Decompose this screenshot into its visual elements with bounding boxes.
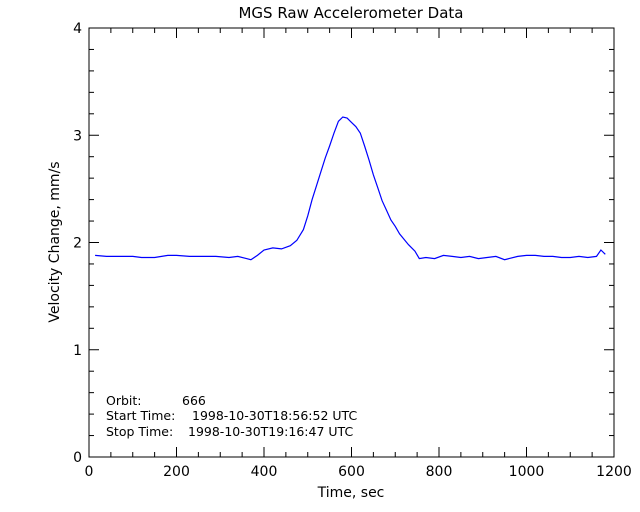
y-tick-label: 0 [73,450,82,466]
y-tick-label: 1 [73,343,82,359]
y-tick-label: 2 [73,236,82,252]
orbit-label: Orbit: [106,393,142,408]
plot-frame [88,27,615,458]
series-line [95,116,606,261]
x-tick-label: 400 [251,464,278,480]
start-label: Start Time: [106,408,175,423]
x-tick-labels: 0 200 400 600 800 1000 1200 [85,464,632,480]
stop-label: Stop Time: [106,424,173,439]
stop-value: 1998-10-30T19:16:47 UTC [188,424,353,439]
x-tick-label: 0 [85,464,94,480]
x-tick-label: 800 [426,464,453,480]
x-tick-label: 1200 [596,464,632,480]
x-axis-label: Time, sec [317,485,385,501]
annotation-block: Orbit: 666 Start Time: 1998-10-30T18:56:… [106,393,357,439]
ticks [88,28,615,458]
x-tick-label: 600 [338,464,365,480]
y-axis-label: Velocity Change, mm/s [47,161,63,322]
y-tick-label: 4 [73,21,82,37]
orbit-value: 666 [182,393,206,408]
y-tick-label: 3 [73,128,82,144]
chart-title: MGS Raw Accelerometer Data [238,4,463,22]
x-tick-label: 1000 [509,464,545,480]
x-tick-label: 200 [163,464,190,480]
start-value: 1998-10-30T18:56:52 UTC [192,408,357,423]
y-tick-labels: 0 1 2 3 4 [73,21,82,466]
